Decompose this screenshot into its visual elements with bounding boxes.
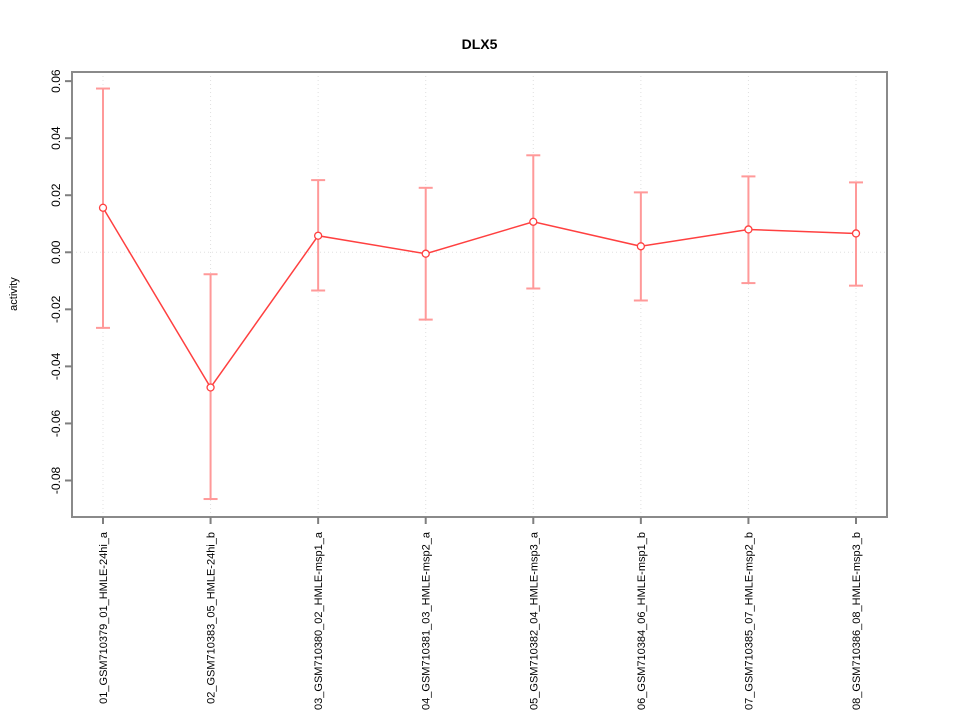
data-point xyxy=(206,383,215,392)
x-category-label: 06_GSM710384_06_HMLE-msp1_b xyxy=(636,532,648,710)
x-category-label: 07_GSM710385_07_HMLE-msp2_b xyxy=(743,532,755,710)
x-category-label: 05_GSM710382_04_HMLE-msp3_a xyxy=(528,531,540,710)
y-tick-label: 0.00 xyxy=(49,240,63,264)
y-tick-label: 0.04 xyxy=(49,126,63,150)
data-point xyxy=(851,229,861,238)
data-point xyxy=(421,249,430,258)
data-point xyxy=(744,225,753,234)
y-tick-label: 0.02 xyxy=(49,183,63,207)
x-category-label: 04_GSM710381_03_HMLE-msp2_a xyxy=(421,531,433,710)
x-category-label: 08_GSM710386_08_HMLE-msp3_b xyxy=(851,532,863,710)
y-tick-label: 0.06 xyxy=(49,69,63,93)
data-point xyxy=(529,217,538,226)
data-point xyxy=(98,203,108,212)
x-category-label: 01_GSM710379_01_HMLE-24hi_a xyxy=(98,531,110,704)
y-tick-label: -0.02 xyxy=(49,295,63,323)
data-point xyxy=(636,242,646,251)
y-tick-label: -0.06 xyxy=(49,409,63,437)
chart-title: DLX5 xyxy=(461,36,498,52)
y-tick-label: -0.08 xyxy=(49,466,63,494)
y-tick-label: -0.04 xyxy=(49,352,63,380)
data-point xyxy=(313,231,323,240)
series-line xyxy=(102,207,857,389)
y-axis-label: activity xyxy=(8,277,20,311)
plot-box-border xyxy=(71,71,888,518)
x-category-label: 02_GSM710383_05_HMLE-24hi_b xyxy=(206,532,218,704)
x-category-label: 03_GSM710380_02_HMLE-msp1_a xyxy=(313,531,325,710)
